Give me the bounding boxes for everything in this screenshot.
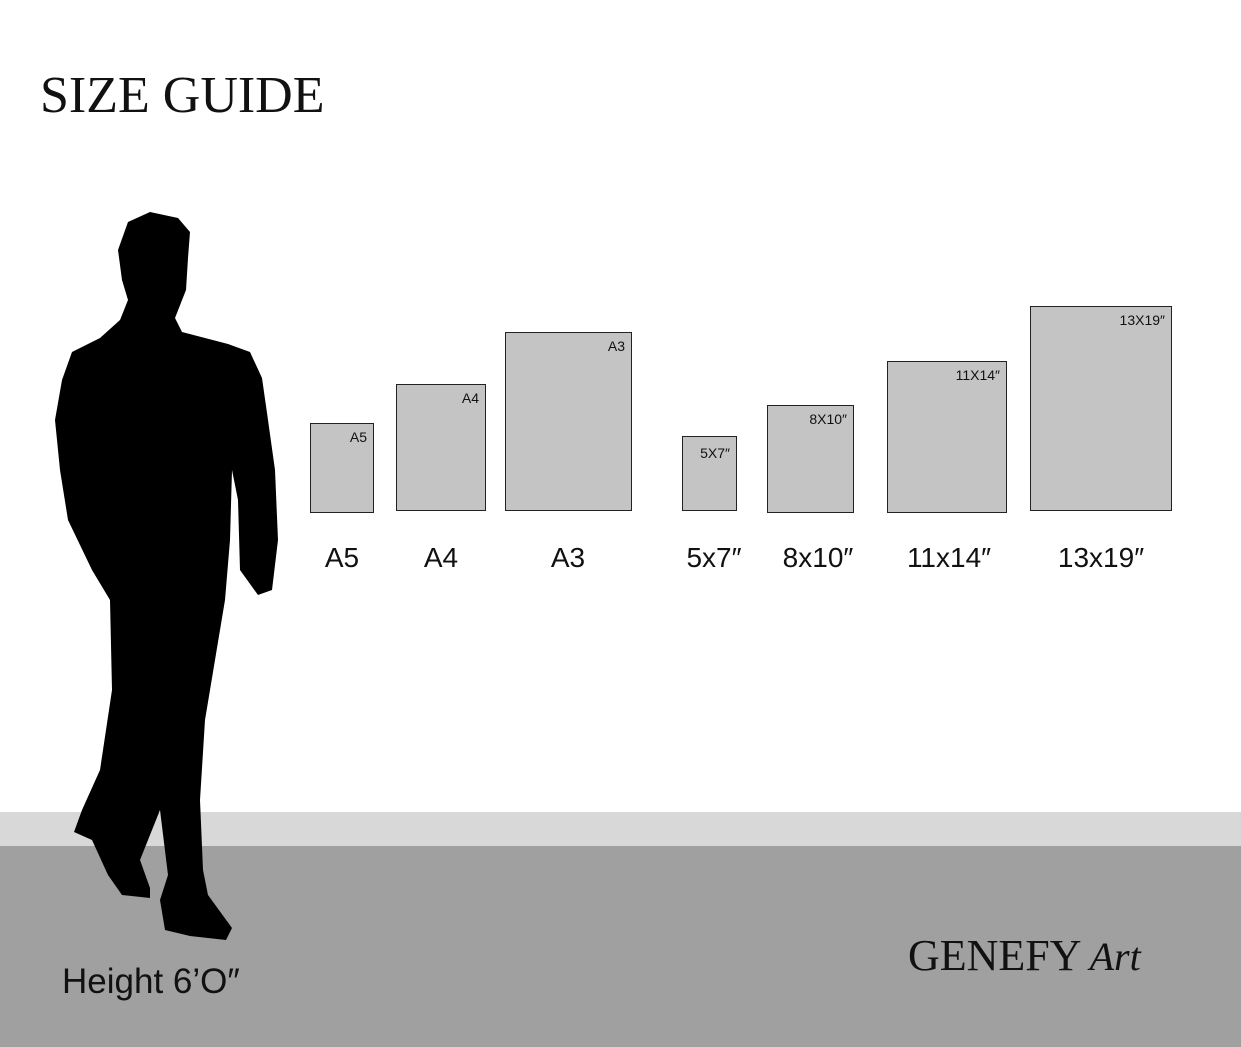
size-label-11x14: 11x14″ <box>906 542 992 573</box>
paper-a3: A3 <box>505 332 632 511</box>
size-label-5x7: 5x7″ <box>686 542 742 573</box>
logo-script: Art <box>1089 934 1141 979</box>
paper-tag: 8X10″ <box>809 411 847 427</box>
paper-5x7: 5X7″ <box>682 436 737 511</box>
paper-tag: A4 <box>461 390 479 406</box>
paper-a4: A4 <box>396 384 486 511</box>
paper-tag: 11X14″ <box>955 367 1000 383</box>
paper-13x19: 13X19″ <box>1030 306 1172 511</box>
paper-tag: A3 <box>607 338 625 354</box>
size-label-a3: A3 <box>550 542 586 573</box>
paper-tag: 5X7″ <box>700 445 730 461</box>
floor-light-band <box>0 812 1241 846</box>
page-title: SIZE GUIDE <box>40 67 325 124</box>
logo-main: GENEFY <box>908 931 1082 980</box>
paper-11x14: 11X14″ <box>887 361 1007 513</box>
size-label-a4: A4 <box>423 542 459 573</box>
floor-dark-band <box>0 846 1241 1047</box>
paper-tag: 13X19″ <box>1119 312 1165 328</box>
paper-tag: A5 <box>349 429 367 445</box>
paper-a5: A5 <box>310 423 374 513</box>
size-label-a5: A5 <box>324 542 360 573</box>
brand-logo: GENEFY Art <box>908 930 1141 981</box>
person-height-label: Height 6’O″ <box>62 962 240 1001</box>
size-label-8x10: 8x10″ <box>782 542 854 573</box>
paper-8x10: 8X10″ <box>767 405 854 513</box>
size-label-13x19: 13x19″ <box>1057 542 1145 573</box>
